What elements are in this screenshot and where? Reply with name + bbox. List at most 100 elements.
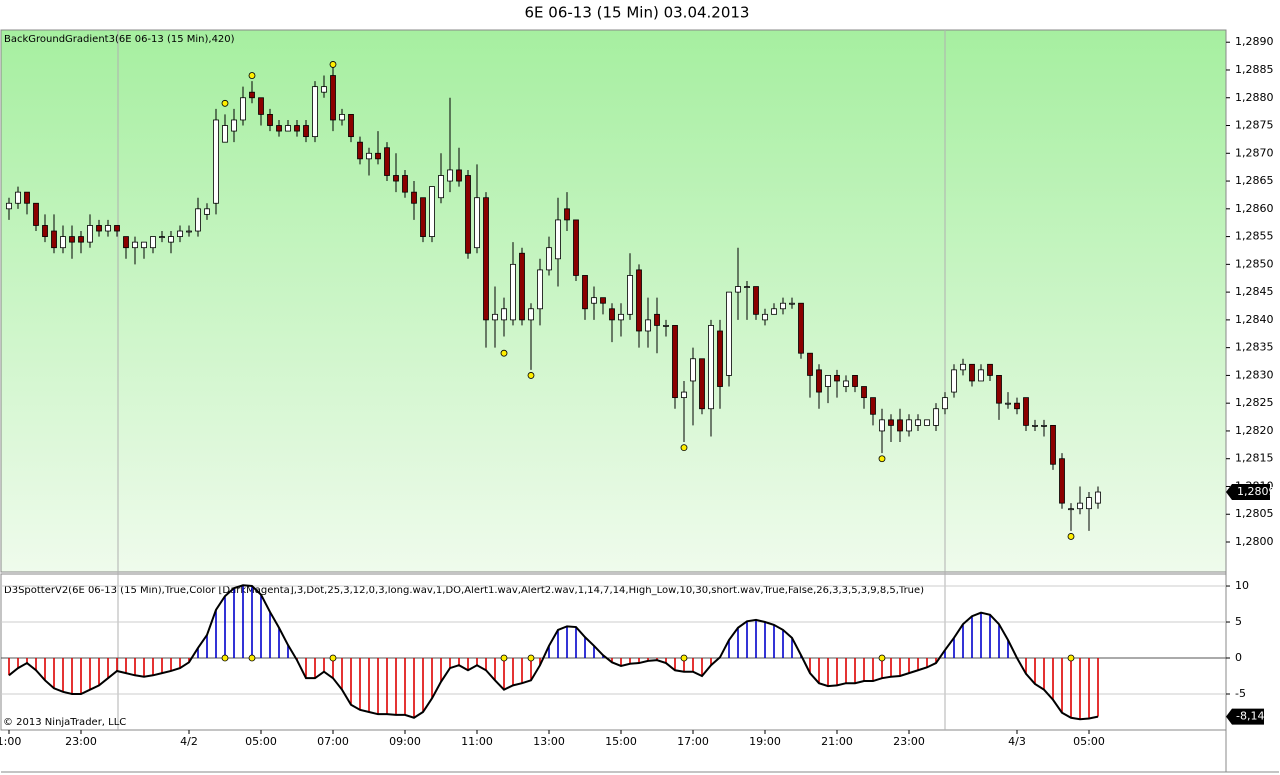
y-tick-label: 1,2825 [1235, 396, 1274, 409]
candle-body [501, 308, 507, 321]
x-tick-label: 13:00 [533, 735, 565, 748]
y-tick-label: 1,2855 [1235, 230, 1274, 243]
candle-body [33, 202, 39, 226]
candle-body [1023, 397, 1029, 426]
y-tick-label: 1,2885 [1235, 63, 1274, 76]
candle-body [195, 208, 201, 232]
candle-body [366, 152, 372, 160]
candle-body [285, 125, 291, 132]
x-tick-label: 15:00 [605, 735, 637, 748]
candle-body [843, 380, 849, 387]
candle-body [546, 247, 552, 271]
candle-body [1032, 424, 1038, 427]
x-tick-label: 05:00 [245, 735, 277, 748]
x-tick-label: 19:00 [749, 735, 781, 748]
candle-body [816, 369, 822, 393]
candle-body [510, 263, 516, 321]
candle-body [636, 269, 642, 332]
candle-body [402, 175, 408, 193]
candle-body [681, 391, 687, 399]
candle-body [726, 291, 732, 376]
y-tick-label: 1,2875 [1235, 119, 1274, 132]
candle-body [465, 175, 471, 254]
candle-body [888, 419, 894, 426]
candle-body [321, 86, 327, 93]
candle-body [348, 114, 354, 138]
candle-body [483, 197, 489, 321]
candle-body [690, 358, 696, 382]
candle-body [411, 191, 417, 204]
candle-body [1050, 424, 1056, 465]
candle-body [294, 125, 300, 132]
candle-body [123, 236, 129, 249]
candle-body [969, 363, 975, 382]
candle-body [78, 236, 84, 243]
y-tick-label: 1,2835 [1235, 341, 1274, 354]
candle-body [654, 313, 660, 326]
candle-body [429, 186, 435, 237]
candle-body [420, 197, 426, 237]
y-tick-label: 1,2840 [1235, 313, 1274, 326]
price-panel [0, 29, 1227, 573]
candle-body [942, 397, 948, 410]
candle-body [51, 230, 57, 249]
y-tick-label: 10 [1235, 579, 1249, 592]
x-tick-label: 09:00 [389, 735, 421, 748]
candle-body [1005, 402, 1011, 405]
y-tick-label: 1,2800 [1235, 535, 1274, 548]
candle-body [717, 330, 723, 387]
candle-body [177, 230, 183, 237]
candle-body [798, 302, 804, 354]
candle-body [591, 297, 597, 304]
candle-body [924, 419, 930, 426]
y-tick-label: 1,2805 [1235, 507, 1274, 520]
candle-body [258, 97, 264, 115]
candle-body [852, 375, 858, 387]
oscillator-line [8, 584, 1099, 721]
candle-body [699, 358, 705, 410]
candle-body [474, 197, 480, 249]
candle-body [1014, 402, 1020, 410]
candle-body [1095, 491, 1101, 504]
candle-body [393, 175, 399, 182]
candle-body [807, 352, 813, 376]
signal-dot [221, 654, 229, 662]
candle-body [312, 86, 318, 138]
candle-body [204, 208, 210, 215]
candle-body [708, 325, 714, 410]
candle-body [150, 236, 156, 249]
signal-dot [878, 654, 886, 662]
candle-body [213, 119, 219, 204]
candle-body [96, 225, 102, 232]
y-tick-label: 1,2865 [1235, 174, 1274, 187]
candle-body [15, 191, 21, 204]
last-value-marker [1226, 708, 1264, 725]
x-tick-label: 07:00 [317, 735, 349, 748]
candle-body [789, 302, 795, 305]
candle-body [159, 236, 165, 238]
candle-body [186, 230, 192, 233]
candle-body [6, 202, 12, 210]
candle-body [996, 375, 1002, 404]
candle-body [753, 286, 759, 315]
x-tick-label: 23:00 [65, 735, 97, 748]
candle-body [780, 302, 786, 310]
candle-body [744, 286, 750, 288]
candle-body [375, 152, 381, 160]
signal-dot [878, 455, 886, 463]
candle-body [735, 286, 741, 293]
copyright: © 2013 NinjaTrader, LLC [3, 717, 126, 728]
y-tick-label: -5 [1235, 687, 1246, 700]
candle-body [564, 208, 570, 221]
candle-body [618, 313, 624, 321]
y-tick-label: 0 [1235, 651, 1242, 664]
candle-body [231, 119, 237, 132]
candle-body [240, 97, 246, 121]
candle-body [897, 419, 903, 432]
candle-body [1068, 508, 1074, 511]
candle-body [69, 236, 75, 243]
candle-body [762, 313, 768, 321]
x-tick-label: 05:00 [1073, 735, 1105, 748]
candle-body [447, 169, 453, 182]
candle-body [879, 419, 885, 432]
